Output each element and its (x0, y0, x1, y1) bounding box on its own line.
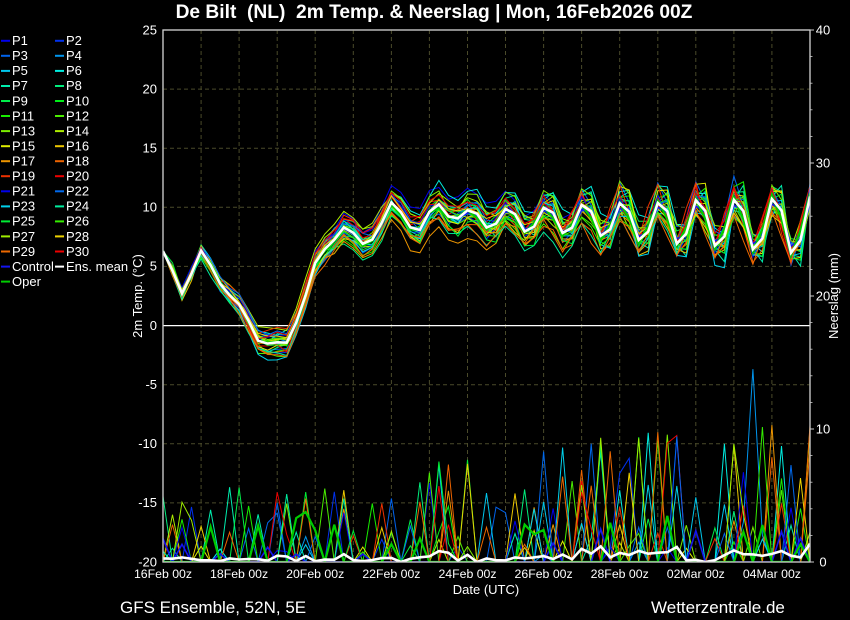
svg-text:P23: P23 (12, 199, 35, 214)
svg-text:-10: -10 (138, 436, 157, 451)
svg-text:P25: P25 (12, 214, 35, 229)
svg-text:P10: P10 (66, 93, 89, 108)
svg-text:28Feb 00z: 28Feb 00z (591, 567, 649, 581)
svg-text:P30: P30 (66, 244, 89, 259)
svg-text:P12: P12 (66, 108, 89, 123)
svg-text:GFS Ensemble, 52N, 5E: GFS Ensemble, 52N, 5E (120, 598, 306, 617)
svg-text:22Feb 00z: 22Feb 00z (362, 567, 420, 581)
svg-text:30: 30 (816, 155, 830, 170)
svg-text:25: 25 (143, 22, 157, 37)
svg-text:16Feb 00z: 16Feb 00z (134, 567, 192, 581)
svg-text:26Feb 00z: 26Feb 00z (515, 567, 573, 581)
svg-text:10: 10 (816, 421, 830, 436)
svg-text:20Feb 00z: 20Feb 00z (286, 567, 344, 581)
svg-text:P20: P20 (66, 169, 89, 184)
svg-text:20: 20 (143, 81, 157, 96)
svg-text:P1: P1 (12, 33, 28, 48)
svg-text:P11: P11 (12, 108, 34, 123)
svg-text:-5: -5 (145, 377, 157, 392)
svg-text:Ens. mean: Ens. mean (66, 259, 128, 274)
svg-text:P9: P9 (12, 93, 28, 108)
svg-text:P15: P15 (12, 139, 35, 154)
svg-text:40: 40 (816, 22, 830, 37)
svg-text:-15: -15 (138, 495, 157, 510)
svg-text:Oper: Oper (12, 274, 42, 289)
svg-text:P5: P5 (12, 63, 28, 78)
svg-text:P13: P13 (12, 123, 35, 138)
svg-text:P2: P2 (66, 33, 82, 48)
svg-text:15: 15 (143, 141, 157, 156)
svg-text:P4: P4 (66, 48, 82, 63)
svg-text:24Feb 00z: 24Feb 00z (438, 567, 496, 581)
svg-text:18Feb 00z: 18Feb 00z (210, 567, 268, 581)
svg-text:2m Temp. (°C): 2m Temp. (°C) (130, 254, 145, 338)
svg-text:P7: P7 (12, 78, 28, 93)
svg-text:P28: P28 (66, 229, 89, 244)
svg-text:P16: P16 (66, 139, 89, 154)
svg-text:5: 5 (150, 259, 157, 274)
svg-text:Control: Control (12, 259, 54, 274)
svg-text:P8: P8 (66, 78, 82, 93)
svg-text:P17: P17 (12, 154, 35, 169)
svg-text:P27: P27 (12, 229, 35, 244)
svg-text:P14: P14 (66, 123, 89, 138)
svg-text:0: 0 (819, 554, 826, 569)
svg-text:P26: P26 (66, 214, 89, 229)
svg-text:P18: P18 (66, 154, 89, 169)
svg-text:Wetterzentrale.de: Wetterzentrale.de (651, 598, 785, 617)
svg-text:04Mar 00z: 04Mar 00z (743, 567, 801, 581)
svg-text:10: 10 (143, 200, 157, 215)
svg-text:Date (UTC): Date (UTC) (453, 582, 519, 597)
svg-text:0: 0 (150, 318, 157, 333)
svg-text:P21: P21 (12, 184, 35, 199)
svg-text:Neerslag (mm): Neerslag (mm) (826, 253, 841, 339)
svg-text:P3: P3 (12, 48, 28, 63)
svg-text:02Mar 00z: 02Mar 00z (667, 567, 725, 581)
svg-text:P29: P29 (12, 244, 35, 259)
svg-text:De Bilt (NL) 2m Temp. & Neer: De Bilt (NL) 2m Temp. & Neerslag | Mon, … (176, 2, 693, 23)
svg-text:P22: P22 (66, 184, 89, 199)
svg-text:P6: P6 (66, 63, 82, 78)
svg-text:P24: P24 (66, 199, 89, 214)
svg-text:P19: P19 (12, 169, 35, 184)
